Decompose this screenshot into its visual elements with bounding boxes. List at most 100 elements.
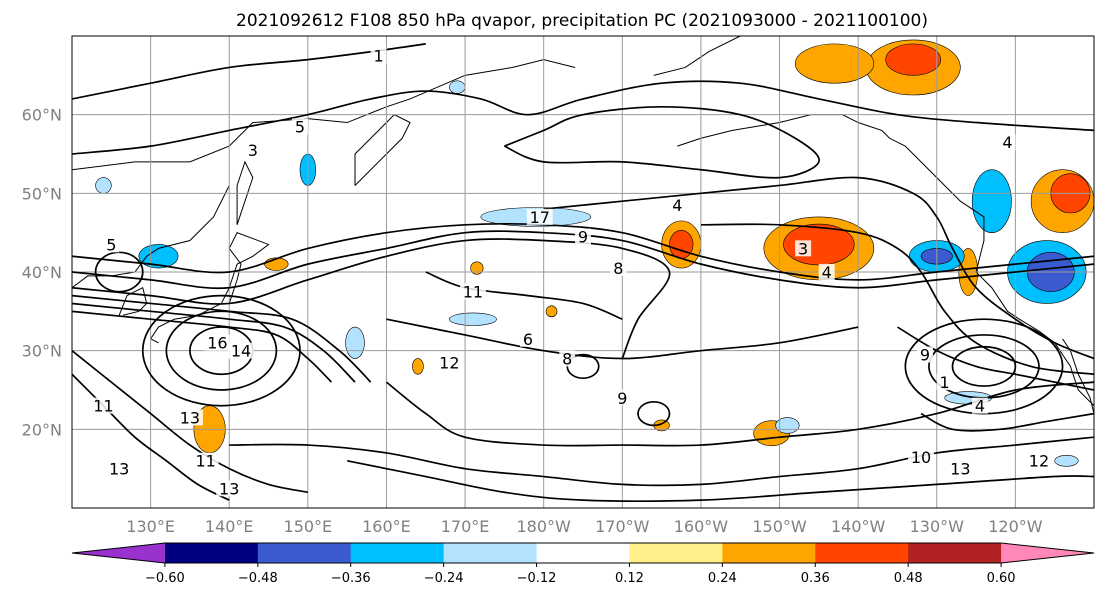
contour-label: 5 [106,235,116,254]
contour-label-bg [795,240,812,257]
qvapor-contour [425,271,623,320]
qvapor-contour [72,80,1094,155]
contour-label: 13 [109,460,129,479]
latitude-label: 60°N [22,106,62,125]
longitude-label: 150°E [284,517,333,536]
contour-label-bg [103,236,120,253]
contour-label: 5 [295,117,305,136]
contour-label: 12 [1029,452,1049,471]
qvapor-contour [72,294,372,383]
contour-label-bg [1025,452,1052,469]
pc-shaded-region [545,305,558,318]
contour-label: 11 [93,397,113,416]
pc-shaded-region [794,43,875,84]
coastline [1062,338,1094,414]
latitude-label: 30°N [22,342,62,361]
contour-label: 16 [207,334,227,353]
qvapor-contour [72,302,356,383]
colorbar-tick-label: 0.60 [987,571,1016,586]
contour-label-bg [559,350,576,367]
qvapor-contour [543,176,1094,360]
qvapor-contour [72,238,671,359]
contour-label-bg [818,263,835,280]
contour-label: 9 [578,228,588,247]
pc-shaded-region [264,257,289,271]
colorbar-segment [815,543,909,563]
colorbar-segment [722,543,816,563]
contour-label-bg [936,374,953,391]
contour-label: 3 [798,239,808,258]
pc-shaded-region [449,312,497,326]
colorbar-segment [629,543,723,563]
contour-label-bg [436,354,463,371]
contour-label-bg [216,480,243,497]
contour-label-bg [519,330,536,347]
colorbar-segment [350,543,445,563]
colorbar-tick-label: −0.48 [238,571,278,586]
colorbar-segment [908,543,1002,563]
qvapor-contour [72,310,333,383]
pc-shaded-region [412,358,424,375]
latitude-label: 50°N [22,184,62,203]
colorbar-tick-label: −0.36 [331,571,371,586]
qvapor-contour [72,350,309,494]
contour-label-bg [459,283,486,300]
coastline [354,114,411,186]
pc-shaded-region [971,169,1012,233]
qvapor-closed-contour [951,345,1017,387]
coastline [653,36,741,76]
qvapor-contour [504,105,820,179]
colorbar-segment [536,543,630,563]
pc-shaded-region [345,326,365,359]
longitude-label: 180°W [517,517,572,536]
pc-shaded-region [470,261,484,275]
colorbar-tick-label: 0.36 [801,571,830,586]
contour-label: 1 [940,373,950,392]
contour-label: 13 [219,479,239,498]
contour-label-bg [610,260,627,276]
longitude-label: 160°W [674,517,729,536]
contour-label: 1 [374,47,384,66]
contour-label-bg [669,197,686,214]
contour-label: 8 [562,349,572,368]
latitude-label: 40°N [22,263,62,282]
contour-label: 4 [1002,133,1012,152]
longitude-label: 130°W [910,517,965,536]
contour-label-bg [916,346,933,363]
contour-label: 3 [248,141,258,160]
contour-label-bg [291,118,308,135]
colorbar-tick-label: −0.12 [517,571,557,586]
contour-label: 12 [439,353,459,372]
coastline [149,232,270,344]
contour-label-bg [90,397,117,414]
qvapor-closed-contour [141,294,301,407]
longitude-label: 120°W [988,517,1043,536]
contour-label-bg [947,460,974,477]
pc-shaded-region [885,43,942,76]
longitude-label: 170°W [595,517,650,536]
contour-label-bg [370,47,387,64]
longitude-label: 130°E [126,517,175,536]
contour-label-bg [228,342,255,359]
colorbar-segment [443,543,538,563]
colorbar-extend-max [1001,543,1094,563]
contour-label: 13 [950,460,970,479]
contour-label: 6 [523,330,533,349]
qvapor-closed-contour [637,400,671,427]
map-frame [71,35,1095,509]
contour-label-bg [204,334,231,351]
longitude-label: 170°E [441,517,490,536]
longitude-label: 160°E [362,517,411,536]
colorbar-tick-label: 0.48 [894,571,923,586]
qvapor-contour [346,459,1094,502]
qvapor-contour [386,318,859,360]
qvapor-closed-contour [165,310,278,391]
contour-label: 10 [911,448,931,467]
contour-label: 4 [975,397,985,416]
colorbar-tick-label: 0.12 [615,571,644,586]
contour-label: 13 [180,408,200,427]
coastline [72,59,576,171]
